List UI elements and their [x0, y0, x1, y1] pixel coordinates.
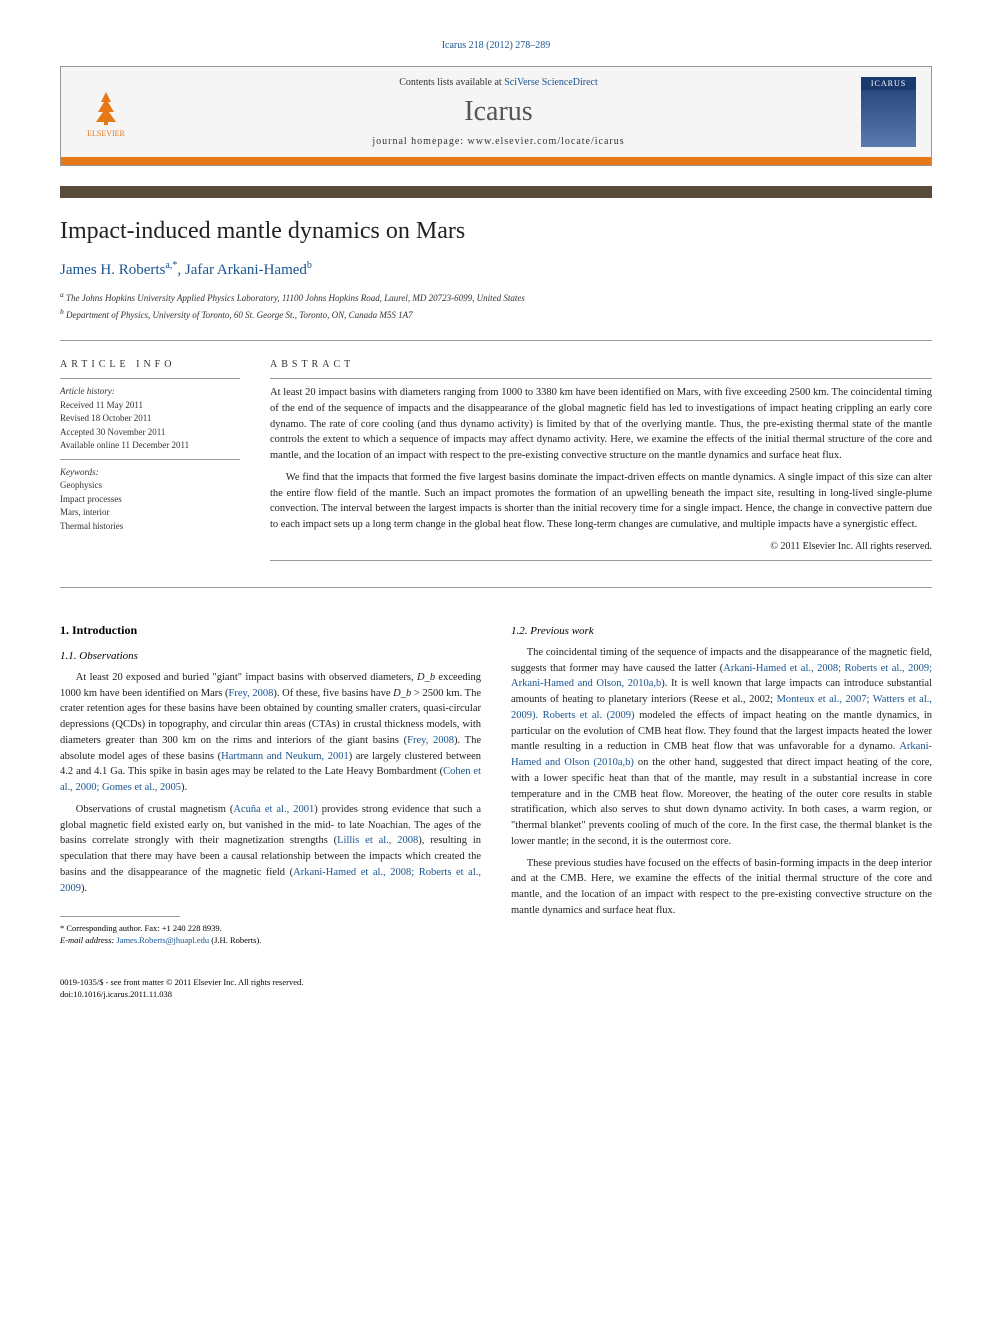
contents-prefix: Contents lists available at — [399, 77, 504, 88]
affiliations: a The Johns Hopkins University Applied P… — [60, 289, 932, 322]
abstract-heading: ABSTRACT — [270, 359, 932, 370]
available-date: Available online 11 December 2011 — [60, 440, 189, 450]
right-column: 1.2. Previous work The coincidental timi… — [511, 613, 932, 947]
affiliation-a: a The Johns Hopkins University Applied P… — [60, 289, 932, 306]
ref-frey-2008-2[interactable]: Frey, 2008 — [407, 735, 454, 746]
homepage-prefix: journal homepage: — [372, 136, 467, 147]
header-accent-bar — [61, 157, 931, 165]
abstract-p1: At least 20 impact basins with diameters… — [270, 385, 932, 464]
keyword-1: Geophysics — [60, 480, 102, 490]
corresponding-author-footnote: * Corresponding author. Fax: +1 240 228 … — [60, 923, 481, 947]
divider — [60, 587, 932, 588]
abstract-copyright: © 2011 Elsevier Inc. All rights reserved… — [270, 539, 932, 554]
keyword-4: Thermal histories — [60, 521, 123, 531]
author-2: , Jafar Arkani-Hamed — [177, 262, 307, 278]
abstract-divider-bottom — [270, 560, 932, 561]
email-line: E-mail address: James.Roberts@jhuapl.edu… — [60, 935, 481, 947]
section-1-heading: 1. Introduction — [60, 623, 481, 638]
abstract-column: ABSTRACT At least 20 impact basins with … — [270, 359, 932, 567]
ref-hartmann-2001[interactable]: Hartmann and Neukum, 2001 — [221, 751, 349, 762]
cover-label: ICARUS — [861, 77, 916, 90]
accepted-date: Accepted 30 November 2011 — [60, 427, 165, 437]
info-divider — [60, 378, 240, 379]
footnote-divider — [60, 916, 180, 917]
article-info-column: ARTICLE INFO Article history: Received 1… — [60, 359, 240, 567]
footer: 0019-1035/$ - see front matter © 2011 El… — [60, 977, 932, 1001]
article-history: Article history: Received 11 May 2011 Re… — [60, 385, 240, 453]
p-1-2-a: The coincidental timing of the sequence … — [511, 645, 932, 850]
history-label: Article history: — [60, 386, 115, 396]
sciencedirect-link[interactable]: SciVerse ScienceDirect — [504, 77, 598, 88]
author-1: James H. Roberts — [60, 262, 165, 278]
p-1-2-b: These previous studies have focused on t… — [511, 856, 932, 919]
subsection-1-1-heading: 1.1. Observations — [60, 650, 481, 662]
author-email-link[interactable]: James.Roberts@jhuapl.edu — [116, 935, 209, 945]
contents-lists-line: Contents lists available at SciVerse Sci… — [136, 77, 861, 88]
abstract-divider — [270, 378, 932, 379]
title-accent-bar — [60, 186, 932, 198]
elsevier-logo: ELSEVIER — [76, 77, 136, 147]
journal-name: Icarus — [136, 96, 861, 128]
journal-homepage-line: journal homepage: www.elsevier.com/locat… — [136, 136, 861, 147]
section-1-1-text: At least 20 exposed and buried "giant" i… — [60, 670, 481, 897]
ref-frey-2008[interactable]: Frey, 2008 — [229, 688, 274, 699]
journal-header-box: ELSEVIER Contents lists available at Sci… — [60, 66, 932, 166]
section-1-2-text: The coincidental timing of the sequence … — [511, 645, 932, 919]
abstract-p2: We find that the impacts that formed the… — [270, 470, 932, 533]
revised-date: Revised 18 October 2011 — [60, 413, 151, 423]
journal-reference: Icarus 218 (2012) 278–289 — [60, 40, 932, 51]
p-1-1-b: Observations of crustal magnetism (Acuña… — [60, 802, 481, 897]
article-info-heading: ARTICLE INFO — [60, 359, 240, 370]
author-1-sup: a,* — [165, 260, 177, 271]
author-list: James H. Robertsa,*, Jafar Arkani-Hamedb — [60, 260, 932, 279]
journal-cover-thumbnail: ICARUS — [861, 77, 916, 147]
abstract-text: At least 20 impact basins with diameters… — [270, 385, 932, 554]
keyword-2: Impact processes — [60, 494, 122, 504]
affiliation-b: b Department of Physics, University of T… — [60, 306, 932, 323]
keywords-label: Keywords: — [60, 467, 99, 477]
ref-lillis-2008[interactable]: Lillis et al., 2008 — [337, 835, 418, 846]
cover-image — [861, 90, 916, 147]
homepage-url: www.elsevier.com/locate/icarus — [468, 136, 625, 147]
received-date: Received 11 May 2011 — [60, 400, 143, 410]
footer-line-2: doi:10.1016/j.icarus.2011.11.038 — [60, 989, 932, 1001]
ref-acuna-2001[interactable]: Acuña et al., 2001 — [233, 804, 314, 815]
left-column: 1. Introduction 1.1. Observations At lea… — [60, 613, 481, 947]
footer-line-1: 0019-1035/$ - see front matter © 2011 El… — [60, 977, 932, 989]
subsection-1-2-heading: 1.2. Previous work — [511, 625, 932, 637]
info-divider — [60, 459, 240, 460]
author-2-sup: b — [307, 260, 312, 271]
elsevier-tree-icon — [86, 87, 126, 127]
article-title: Impact-induced mantle dynamics on Mars — [60, 218, 932, 245]
keyword-3: Mars, interior — [60, 507, 110, 517]
divider — [60, 340, 932, 341]
keywords-block: Keywords: Geophysics Impact processes Ma… — [60, 466, 240, 534]
corresponding-line: * Corresponding author. Fax: +1 240 228 … — [60, 923, 481, 935]
body-columns: 1. Introduction 1.1. Observations At lea… — [60, 613, 932, 947]
p-1-1-a: At least 20 exposed and buried "giant" i… — [60, 670, 481, 796]
elsevier-label: ELSEVIER — [87, 129, 125, 138]
